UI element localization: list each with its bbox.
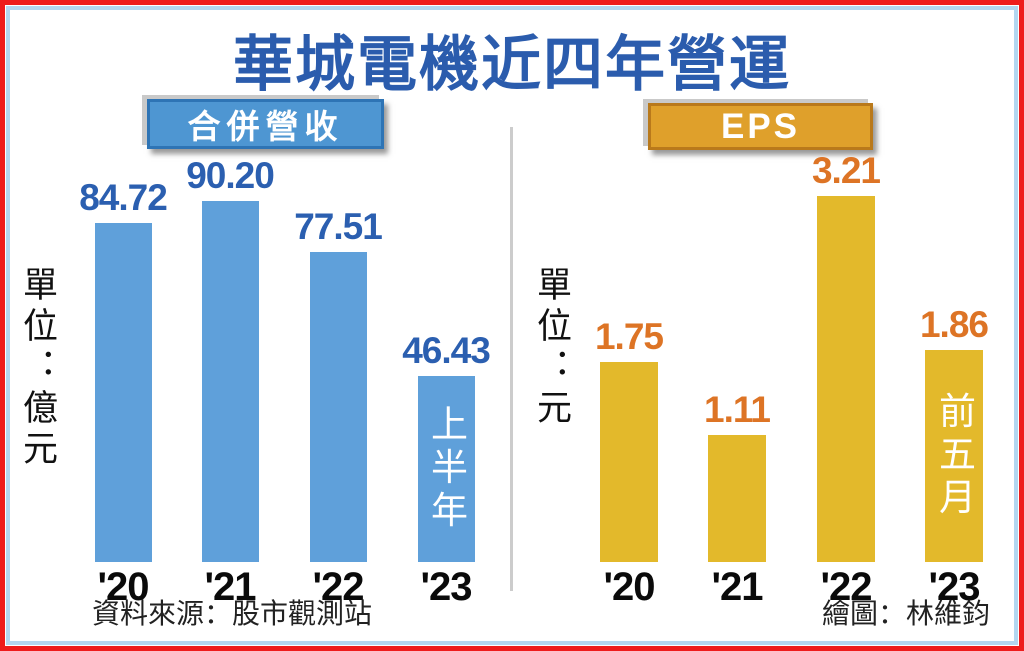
- revenue-chart-title: 合併營收: [187, 108, 344, 145]
- x-axis-label: '20: [603, 564, 655, 609]
- bar-value-label: 46.43: [402, 330, 491, 371]
- x-axis-label: '23: [420, 564, 472, 609]
- eps-bar-2022: [817, 196, 875, 562]
- bar-group-revenue-2023: 46.43 上半年 '23: [391, 332, 501, 612]
- eps-bar-2021: [708, 435, 766, 562]
- revenue-bar-2020: [94, 223, 152, 562]
- bar-group-eps-2022: 3.21 '22: [791, 152, 901, 612]
- revenue-bar-2021: [201, 201, 259, 562]
- credit-note: 繪圖：林維鈞: [821, 598, 990, 629]
- x-axis-label: '21: [204, 564, 256, 609]
- bar-value-label: 3.21: [811, 150, 881, 191]
- source-note: 資料來源：股市觀測站: [92, 598, 373, 629]
- bar-group-revenue-2021: 90.20 '21: [175, 157, 285, 612]
- eps-chart-title-badge: EPS: [648, 103, 873, 150]
- bar-value-label: 77.51: [294, 206, 383, 247]
- revenue-bar-2022: [309, 252, 367, 562]
- revenue-unit-label: 單位：億元: [18, 266, 57, 471]
- eps-unit-label: 單位：元: [532, 266, 571, 430]
- revenue-bar-2023: 上半年: [417, 376, 475, 562]
- x-axis-label: '20: [97, 564, 149, 609]
- x-axis-label: '22: [820, 564, 872, 609]
- revenue-chart-title-badge: 合併營收: [147, 99, 384, 149]
- eps-chart-title: EPS: [720, 106, 801, 146]
- bar-value-label: 1.11: [704, 389, 771, 430]
- x-axis-label: '22: [312, 564, 364, 609]
- eps-bar-2020: [600, 362, 658, 562]
- bar-group-eps-2021: 1.11 '21: [682, 391, 792, 612]
- bar-annotation: 前五月: [933, 391, 975, 521]
- bar-value-label: 84.72: [79, 177, 168, 218]
- bar-group-eps-2023: 1.86 前五月 '23: [899, 306, 1009, 612]
- x-axis-label: '23: [928, 564, 980, 609]
- page-title: 華城電機近四年營運: [233, 31, 791, 98]
- bar-value-label: 90.20: [186, 155, 275, 196]
- bar-group-revenue-2020: 84.72 '20: [68, 179, 178, 612]
- eps-bar-2023: 前五月: [925, 350, 983, 562]
- panel-divider: [510, 127, 513, 591]
- bar-group-revenue-2022: 77.51 '22: [283, 208, 393, 612]
- bar-annotation: 上半年: [425, 404, 467, 534]
- x-axis-label: '21: [711, 564, 763, 609]
- bar-value-label: 1.75: [594, 316, 664, 357]
- bar-value-label: 1.86: [919, 304, 989, 345]
- bar-group-eps-2020: 1.75 '20: [574, 318, 684, 612]
